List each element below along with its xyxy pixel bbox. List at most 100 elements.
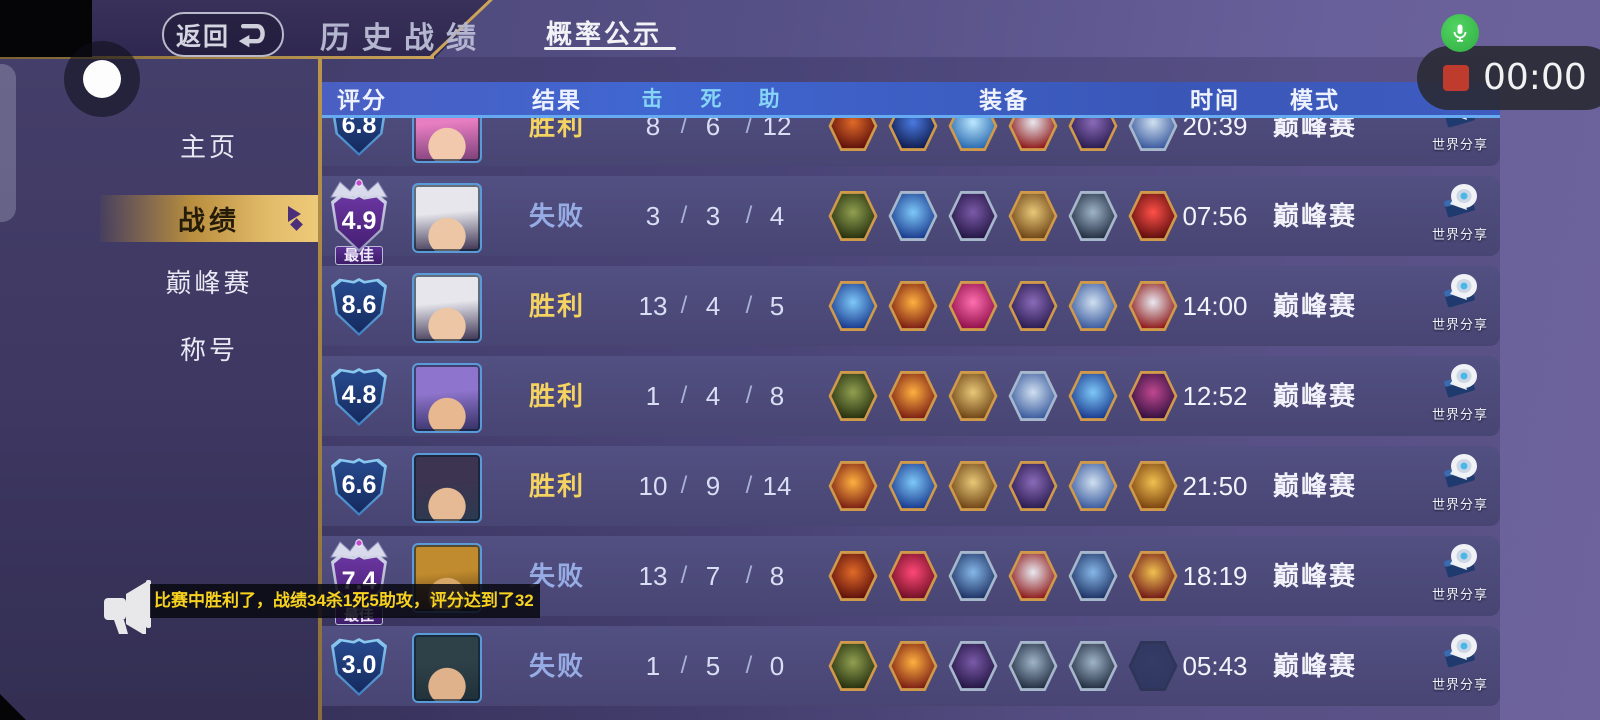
return-arrow-icon — [238, 23, 265, 47]
hero-avatar — [412, 183, 482, 253]
sidebar-item-peak[interactable]: 巅峰赛 — [165, 268, 253, 298]
megaphone-share-icon — [1444, 454, 1477, 488]
shield-icon: 6.6 — [331, 458, 387, 516]
assists-value: 8 — [769, 381, 785, 411]
share-label: 世界分享 — [1431, 137, 1488, 152]
crown-icon — [330, 538, 388, 558]
screen-corner — [0, 694, 26, 720]
header-equipment: 装备 — [979, 87, 1029, 113]
world-share-button[interactable]: 世界分享 — [1426, 450, 1494, 522]
edge-handle[interactable] — [0, 64, 16, 222]
match-row[interactable]: 6.6 最佳 胜利 10 / 9 / 14 21:50 巅峰赛 世界分享 — [322, 446, 1500, 526]
item-silver-armor-gold — [1068, 461, 1118, 511]
record-stop-button[interactable] — [1443, 65, 1469, 91]
match-mode: 巅峰赛 — [1272, 561, 1357, 591]
header-underline — [322, 115, 1500, 118]
header-assists: 助 — [758, 88, 782, 111]
match-mode: 巅峰赛 — [1272, 381, 1357, 411]
score-badge: 3.0 最佳 — [320, 628, 398, 696]
match-row[interactable]: 4.8 最佳 胜利 1 / 4 / 8 12:52 巅峰赛 世界分享 — [322, 356, 1500, 436]
sidebar-item-label: 战绩 — [178, 206, 240, 236]
score-value: 3.0 — [341, 651, 377, 679]
world-share-button[interactable]: 世界分享 — [1426, 540, 1494, 612]
world-share-button[interactable]: 世界分享 — [1426, 630, 1494, 702]
kills-value: 1 — [645, 381, 661, 411]
match-row[interactable]: 8.6 最佳 胜利 13 / 4 / 5 14:00 巅峰赛 世界分享 — [322, 266, 1500, 346]
item-gold-gauntlet — [1128, 461, 1178, 511]
item-red-sword — [828, 551, 878, 601]
assists-value: 0 — [769, 651, 785, 681]
announcement-text: 比赛中胜利了，战绩34杀1死5助攻，评分达到了32 — [154, 591, 534, 610]
shield-icon: 4.8 — [331, 368, 387, 426]
sidebar-item-records[interactable]: 战绩 — [100, 195, 318, 242]
back-button[interactable]: 返回 — [162, 12, 284, 57]
crown-icon — [330, 178, 388, 198]
result-text: 胜利 — [528, 471, 585, 501]
world-share-button[interactable]: 世界分享 — [1426, 270, 1494, 342]
kda-separator: / — [745, 112, 753, 139]
kda-separator: / — [680, 292, 688, 319]
shield-icon: 4.9 — [331, 194, 387, 252]
item-blue-crystal — [828, 281, 878, 331]
world-share-button[interactable]: 世界分享 — [1426, 180, 1494, 252]
floating-ball[interactable] — [83, 60, 121, 98]
item-green-boots — [828, 371, 878, 421]
kills-value: 3 — [645, 201, 661, 231]
screen-notch — [0, 0, 92, 57]
back-button-label: 返回 — [175, 22, 230, 51]
match-mode: 巅峰赛 — [1272, 201, 1357, 231]
hero-avatar — [412, 453, 482, 523]
deaths-value: 4 — [705, 381, 721, 411]
item-blue-box — [1068, 551, 1118, 601]
megaphone-share-icon — [1444, 274, 1477, 308]
announcement-banner: 比赛中胜利了，战绩34杀1死5助攻，评分达到了32 — [150, 584, 540, 618]
item-purple-armor-silver — [948, 191, 998, 241]
tab-probability[interactable]: 概率公示 — [546, 19, 663, 49]
score-badge: 4.9 最佳 — [320, 178, 398, 265]
kills-value: 1 — [645, 651, 661, 681]
item-purple-magenta — [1128, 371, 1178, 421]
result-text: 失败 — [528, 201, 585, 231]
megaphone-share-icon — [1444, 634, 1477, 668]
equipment-list — [828, 460, 1178, 512]
kda-separator: / — [680, 382, 688, 409]
sidebar-item-titles[interactable]: 称号 — [179, 335, 238, 365]
item-blue-crystal-silver — [888, 191, 938, 241]
equipment-list — [828, 190, 1178, 242]
match-row[interactable]: 4.9 最佳 失败 3 / 3 / 4 07:56 巅峰赛 世界分享 — [322, 176, 1500, 265]
kills-value: 13 — [638, 561, 668, 591]
header-deaths: 死 — [700, 88, 724, 111]
deaths-value: 3 — [705, 201, 721, 231]
item-blue-crystal — [1068, 371, 1118, 421]
kda-separator: / — [680, 562, 688, 589]
recorder-pill: 00:00 — [1417, 46, 1600, 110]
result-text: 胜利 — [528, 291, 585, 321]
mic-button[interactable] — [1441, 14, 1479, 52]
match-row[interactable]: 3.0 最佳 失败 1 / 5 / 0 05:43 巅峰赛 世界分享 — [322, 626, 1500, 706]
match-time: 18:19 — [1182, 561, 1248, 591]
world-share-button[interactable]: 世界分享 — [1426, 360, 1494, 432]
equipment-list — [828, 280, 1178, 332]
item-purple-armor — [1008, 281, 1058, 331]
match-mode: 巅峰赛 — [1272, 471, 1357, 501]
shield-icon: 8.6 — [331, 278, 387, 336]
score-badge: 4.8 最佳 — [320, 358, 398, 426]
item-empty — [1128, 641, 1178, 691]
sidebar-item-home[interactable]: 主页 — [179, 132, 238, 162]
gold-line — [0, 56, 434, 59]
header-mode: 模式 — [1290, 87, 1340, 113]
microphone-icon — [1453, 24, 1467, 42]
assists-value: 4 — [769, 201, 785, 231]
item-crimson-gem — [888, 551, 938, 601]
deaths-value: 4 — [705, 291, 721, 321]
score-value: 8.6 — [341, 291, 377, 319]
item-silver-armor-gold — [1068, 281, 1118, 331]
hero-avatar — [412, 363, 482, 433]
match-time: 05:43 — [1182, 651, 1248, 681]
match-time: 21:50 — [1182, 471, 1248, 501]
gold-divider — [318, 57, 322, 720]
record-timer: 00:00 — [1483, 57, 1587, 98]
item-red-orb — [888, 641, 938, 691]
assists-value: 14 — [762, 471, 792, 501]
header-kills: 击 — [641, 88, 665, 111]
